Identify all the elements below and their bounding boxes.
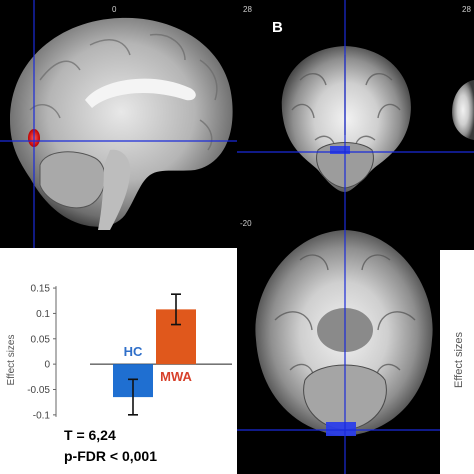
bar-label-mwa: MWA bbox=[160, 369, 192, 384]
y-tick-label: 0.1 bbox=[36, 309, 50, 320]
bar-chart-panel: Effect sizes 0.15 0.1 0.05 0 -0.05 -0.1 HC MW… bbox=[0, 248, 237, 474]
brainstem bbox=[98, 149, 131, 230]
error-bar-hc bbox=[128, 378, 138, 416]
bars bbox=[113, 293, 196, 416]
y-tick-label: -0.05 bbox=[27, 385, 50, 396]
chart-ylabel: Effect sizes bbox=[6, 335, 17, 386]
sagittal-coord: 0 bbox=[112, 5, 117, 14]
coronal-activation bbox=[330, 146, 350, 154]
coronal-slice-panel: B 28 28 bbox=[237, 0, 474, 212]
bar-label-hc: HC bbox=[124, 344, 143, 359]
coronal-coord-left: 28 bbox=[243, 5, 252, 14]
panel-label-b: B bbox=[272, 19, 283, 36]
coronal-brain bbox=[281, 46, 411, 192]
y-tick-label: 0.15 bbox=[31, 284, 51, 295]
coronal-coord-right: 28 bbox=[462, 5, 471, 14]
y-tick-label: 0 bbox=[44, 360, 50, 371]
sagittal-slice-panel: 0 bbox=[0, 0, 237, 248]
gyri-lines bbox=[29, 33, 218, 151]
stat-t-value: T = 6,24 bbox=[64, 427, 116, 443]
partial-brain-right bbox=[452, 80, 474, 140]
chart-background bbox=[0, 248, 237, 474]
axial-slice-panel: -20 bbox=[237, 212, 474, 474]
y-tick-label: -0.1 bbox=[33, 410, 51, 421]
error-bar-mwa bbox=[171, 293, 181, 326]
stat-p-value: p-FDR < 0,001 bbox=[64, 448, 157, 464]
axial-activation bbox=[326, 422, 356, 436]
axial-coord: -20 bbox=[240, 219, 252, 228]
y-tick-label: 0.05 bbox=[31, 334, 51, 345]
right-chart-ylabel: Effect sizes bbox=[453, 331, 465, 388]
corpus-callosum bbox=[85, 78, 196, 108]
right-chart-panel: Effect sizes bbox=[440, 250, 474, 474]
right-chart-background bbox=[440, 250, 474, 474]
